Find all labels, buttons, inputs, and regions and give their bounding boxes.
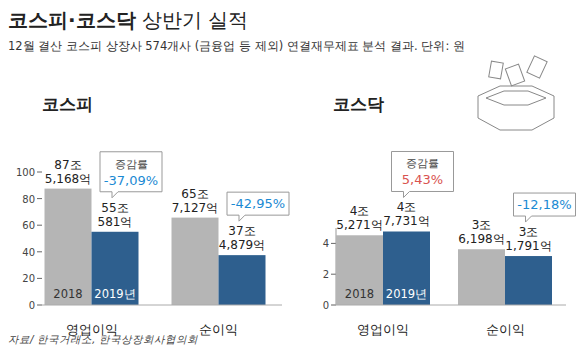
callout-box <box>392 151 454 197</box>
y-tick-label: 80 <box>22 194 35 205</box>
data-label-line: 3조 <box>519 225 539 239</box>
bar <box>458 249 505 305</box>
data-label-line: 55조 <box>101 201 128 215</box>
title-part: 상반기 실적 <box>136 8 249 32</box>
bar <box>45 189 92 305</box>
data-label-line: 65조 <box>181 187 208 201</box>
bar <box>505 256 552 305</box>
data-label-line: 5,271억 <box>336 218 382 232</box>
category-label: 영업이익 <box>357 322 409 337</box>
panel-title: 코스닥 <box>333 94 384 114</box>
bar <box>92 232 139 305</box>
data-label: 3조1,791억 <box>505 225 551 253</box>
series-label: 2018 <box>345 287 374 301</box>
data-label-line: 4,879억 <box>219 238 265 252</box>
data-label-line: 4조 <box>397 200 417 214</box>
y-tick <box>37 198 42 199</box>
y-tick-label: 0 <box>29 300 35 311</box>
series-label: 2018 <box>53 287 82 301</box>
data-label-line: 6,198억 <box>458 232 504 246</box>
labels: 영업이익 2018 87조5,168억 2019년 55조581억 증감률 -37,09% 순… <box>45 152 289 337</box>
change-value: 5,43% <box>402 172 443 187</box>
bars <box>336 231 552 305</box>
data-label: 87조5,168억 <box>45 158 91 186</box>
change-value: -42,95% <box>231 196 285 211</box>
y-tick <box>37 251 42 252</box>
bar <box>219 255 266 305</box>
data-label-line: 5,168억 <box>45 172 91 186</box>
data-label: 65조7,127억 <box>172 187 218 215</box>
y-tick-label: 20 <box>22 273 35 284</box>
bar <box>336 235 383 305</box>
y-tick-label: 40 <box>22 247 35 258</box>
y-tick-label: 0 <box>323 300 329 311</box>
y-tick <box>37 278 42 279</box>
change-value: -37,09% <box>104 173 158 188</box>
y-tick-label: 4 <box>323 238 329 249</box>
icon-paper <box>489 61 504 79</box>
data-label-line: 7,127억 <box>172 201 218 215</box>
title: 코스피·코스닥 상반기 실적 <box>8 8 248 32</box>
icon-paper <box>527 56 547 78</box>
data-label-line: 4조 <box>350 204 370 218</box>
data-label-line: 581억 <box>98 215 133 229</box>
y-tick <box>37 172 42 173</box>
y-tick-label: 2 <box>323 269 329 280</box>
data-label: 55조581억 <box>98 201 133 229</box>
data-label-line: 3조 <box>472 218 492 232</box>
category-label: 순이익 <box>486 322 525 337</box>
baseline <box>332 305 566 306</box>
callout-box <box>100 152 162 198</box>
category-label: 영업이익 <box>66 322 118 337</box>
y-tick-label: 100 <box>16 167 35 178</box>
labels: 영업이익20184조5,271억2019년4조7,731억증감률5,43%순이익… <box>336 151 575 337</box>
y-tick-label: 60 <box>22 220 35 231</box>
chart-svg: 코스피·코스닥 상반기 실적 12월 결산 코스피 상장사 574개사 (금융업 … <box>0 0 584 353</box>
y-tick <box>331 274 336 275</box>
data-label-line: 87조 <box>54 158 81 172</box>
change-value: -12,18% <box>517 197 571 212</box>
icon-bin-top <box>486 91 546 105</box>
icon-bin <box>478 86 554 130</box>
baseline <box>38 305 282 306</box>
data-label-line: 37조 <box>228 224 255 238</box>
data-label-line: 1,791억 <box>505 239 551 253</box>
data-label-line: 7,731억 <box>383 214 429 228</box>
title-part: 코스피·코스닥 <box>8 8 136 32</box>
series-label: 2019년 <box>386 287 427 301</box>
change-title: 증감률 <box>115 158 148 171</box>
subtitle: 12월 결산 코스피 상장사 574개사 (금융업 등 제외) 연결재무제표 분… <box>8 39 465 53</box>
callout-box <box>514 193 576 222</box>
data-label: 4조7,731억 <box>383 200 429 228</box>
y-tick <box>37 225 42 226</box>
data-label: 4조5,271억 <box>336 204 382 232</box>
change-title: 증감률 <box>406 157 439 170</box>
data-label: 3조6,198억 <box>458 218 504 246</box>
icon-paper <box>505 64 524 86</box>
panel-title: 코스피 <box>42 94 93 114</box>
callout-box <box>227 192 289 221</box>
series-label: 2019년 <box>94 287 135 301</box>
icon <box>478 56 554 130</box>
bar <box>383 231 430 305</box>
category-label: 순이익 <box>199 322 238 337</box>
data-label: 37조4,879억 <box>219 224 265 252</box>
y-tick <box>331 243 336 244</box>
bar <box>172 218 219 305</box>
